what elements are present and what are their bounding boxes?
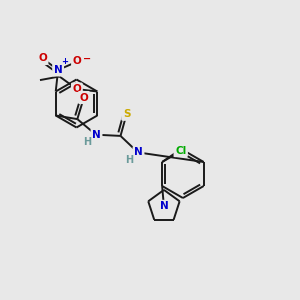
- Text: H: H: [125, 155, 133, 165]
- Text: S: S: [123, 109, 130, 119]
- Text: −: −: [83, 54, 91, 64]
- Text: N: N: [92, 130, 101, 140]
- Text: O: O: [73, 56, 81, 66]
- Text: H: H: [83, 137, 92, 147]
- Text: N: N: [160, 201, 168, 212]
- Text: O: O: [38, 53, 47, 64]
- Text: N: N: [54, 65, 62, 75]
- Text: O: O: [80, 92, 88, 103]
- Text: Cl: Cl: [175, 146, 186, 156]
- Text: O: O: [73, 84, 81, 94]
- Text: +: +: [61, 57, 68, 66]
- Text: N: N: [134, 147, 143, 158]
